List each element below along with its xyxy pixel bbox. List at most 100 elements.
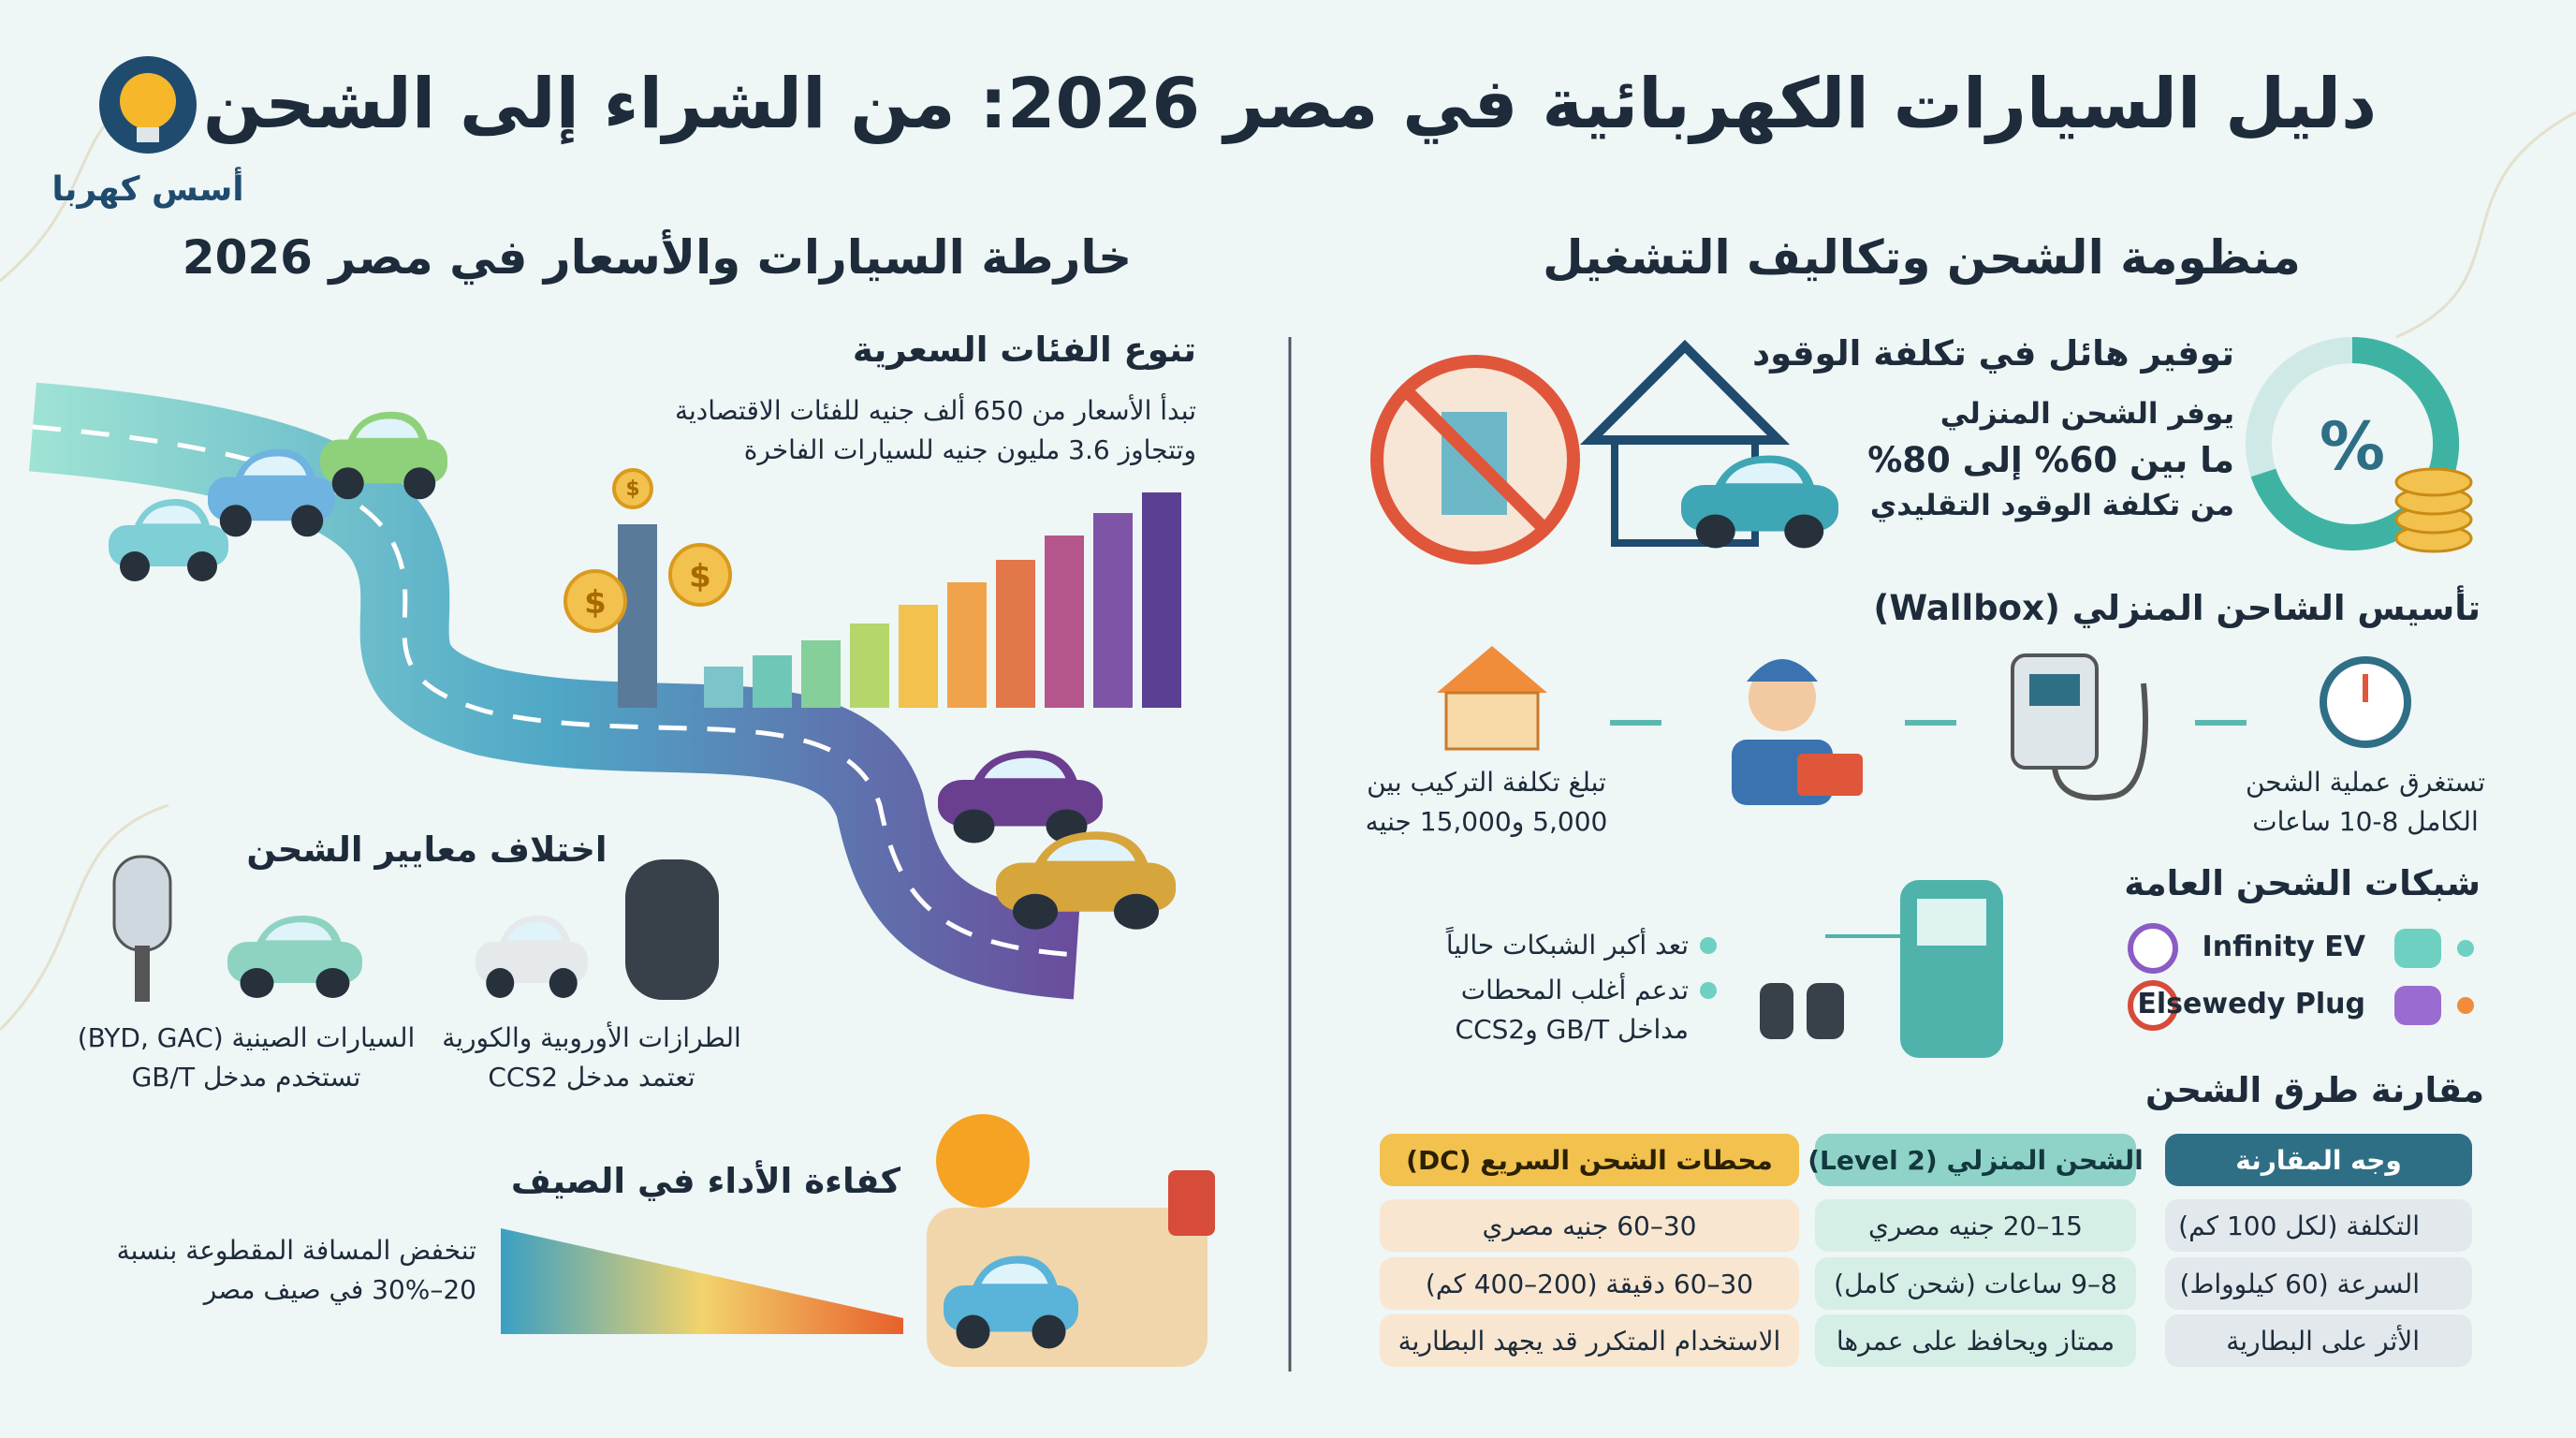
section-title: شبكات الشحن العامة: [2124, 863, 2481, 903]
illustration-shape: [618, 524, 657, 708]
illustration-shape: [1760, 983, 1793, 1039]
table-cell: الأثر على البطارية: [2165, 1314, 2472, 1367]
text: تبدأ الأسعار من 650 ألف جنيه للفئات الاق…: [674, 395, 1196, 426]
illustration-shape: [564, 468, 732, 633]
illustration-shape: [1807, 983, 1844, 1039]
illustration-shape: [801, 640, 841, 708]
table-cell: ممتاز ويحافظ على عمرها: [1815, 1314, 2136, 1367]
illustration-shape: [2395, 110, 2576, 339]
coin-symbol: $: [584, 584, 607, 622]
illustration-shape: [2394, 467, 2473, 553]
bullet: [2457, 940, 2474, 957]
table-cell: السرعة (60 كيلوواط): [2165, 1257, 2472, 1310]
illustration-shape: [1142, 492, 1181, 708]
illustration-shape: [668, 543, 732, 607]
illustration-shape: [1401, 386, 1549, 534]
text: الكامل 8-10 ساعات: [2252, 806, 2479, 837]
bullet: [1700, 982, 1717, 999]
illustration-shape: [0, 803, 169, 1032]
table-cell: 30–60 جنيه مصري: [1380, 1199, 1799, 1252]
table-header: محطات الشحن السريع (DC): [1380, 1134, 1799, 1186]
left-heading: خارطة السيارات والأسعار في مصر 2026: [182, 230, 1133, 285]
table-cell: الاستخدام المتكرر قد يجهد البطارية: [1380, 1314, 1799, 1367]
text: يوفر الشحن المنزلي: [1939, 397, 2234, 431]
illustration-shape: [938, 750, 1103, 844]
illustration-shape: [612, 468, 653, 509]
text: السيارات الصينية (BYD, GAC): [77, 1022, 416, 1053]
text: تبلغ تكلفة التركيب بين: [1367, 767, 1606, 798]
section-title: كفاءة الأداء في الصيف: [510, 1161, 900, 1201]
illustration-shape: [1579, 339, 1791, 445]
title: دليل السيارات الكهربائية في مصر 2026: من…: [202, 64, 2378, 144]
illustration-shape: [2394, 929, 2441, 968]
text: تستخدم مدخل GB/T: [131, 1062, 361, 1093]
text: مداخل GB/T وCCS2: [1455, 1014, 1689, 1045]
section-title: تنوع الفئات السعرية: [852, 330, 1196, 370]
text: الطرازات الأوروبية والكورية: [442, 1022, 741, 1053]
section-title: مقارنة طرق الشحن: [2145, 1070, 2484, 1110]
text: وتتجاوز 3.6 مليون جنيه للسيارات الفاخرة: [743, 434, 1196, 465]
illustration-shape: [2011, 653, 2099, 770]
illustration-shape: [112, 855, 172, 952]
coin-symbol: $: [625, 477, 640, 501]
table-cell: 15–20 جنيه مصري: [1815, 1199, 2136, 1252]
table-cell: التكلفة (لكل 100 كم): [2165, 1199, 2472, 1252]
text: من تكلفة الوقود التقليدي: [1869, 489, 2234, 522]
illustration-shape: [753, 655, 792, 708]
illustration-shape: [501, 1228, 903, 1334]
table-header: وجه المقارنة: [2165, 1134, 2472, 1186]
text: تنخفض المسافة المقطوعة بنسبة: [116, 1235, 476, 1266]
illustration-shape: [2052, 682, 2148, 800]
section-title: توفير هائل في تكلفة الوقود: [1752, 333, 2234, 374]
illustration-shape: [936, 1114, 1030, 1208]
section-title: اختلاف معايير الشحن: [246, 829, 607, 870]
text: تدعم أغلب المحطات: [1460, 975, 1689, 1005]
illustration-shape: [2128, 980, 2178, 1031]
text: 5,000 و15,000 جنيه: [1365, 806, 1608, 837]
illustration-shape: [1444, 691, 1540, 751]
illustration-shape: [996, 560, 1035, 708]
coin-symbol: $: [689, 558, 711, 595]
text: ما بين 60% إلى 80%: [1867, 440, 2234, 480]
section-title: تأسيس الشاحن المنزلي (Wallbox): [1873, 588, 2481, 628]
illustration-shape: [2128, 923, 2178, 974]
illustration-shape: [2029, 674, 2080, 706]
illustration-shape: [476, 916, 588, 998]
illustration-shape: [32, 424, 1077, 958]
illustration-shape: [2394, 467, 2473, 497]
text: 20–30% في صيف مصر: [203, 1274, 476, 1305]
logo-text: أسس كهربا: [51, 170, 244, 209]
bullet: [1700, 937, 1717, 954]
network-name: Infinity EV: [2202, 931, 2365, 963]
illustration-shape: [1168, 1170, 1215, 1236]
percent-icon: %: [2319, 408, 2386, 485]
illustration-shape: [2394, 986, 2441, 1025]
table-cell: 8–9 ساعات (شحن كامل): [1815, 1257, 2136, 1310]
illustration-shape: [1437, 646, 1547, 693]
illustration-shape: [564, 569, 627, 633]
table-header: الشحن المنزلي (Level 2): [1808, 1134, 2144, 1186]
illustration-shape: [1093, 513, 1133, 708]
right-heading: منظومة الشحن وتكاليف التشغيل: [1543, 230, 2301, 285]
text: تستغرق عملية الشحن: [2245, 767, 2486, 798]
illustration-shape: [899, 605, 938, 708]
illustration-shape: [1681, 455, 1838, 549]
illustration-shape: [704, 667, 743, 708]
illustration-shape: [625, 859, 719, 1000]
illustration-shape: [947, 582, 987, 708]
illustration-shape: [227, 916, 362, 998]
illustration-shape: [137, 127, 159, 142]
illustration-shape: [109, 499, 228, 581]
text: تعتمد مدخل CCS2: [488, 1062, 695, 1093]
illustration-shape: [1045, 536, 1084, 708]
table-cell: 30–60 دقيقة (200–400 كم): [1380, 1257, 1799, 1310]
illustration-shape: [1797, 754, 1863, 796]
bullet: [2457, 997, 2474, 1014]
illustration-shape: [1747, 659, 1818, 682]
illustration-shape: [996, 831, 1176, 930]
illustration-shape: [120, 73, 176, 129]
illustration-shape: [618, 492, 1181, 708]
illustration-shape: [850, 624, 889, 708]
